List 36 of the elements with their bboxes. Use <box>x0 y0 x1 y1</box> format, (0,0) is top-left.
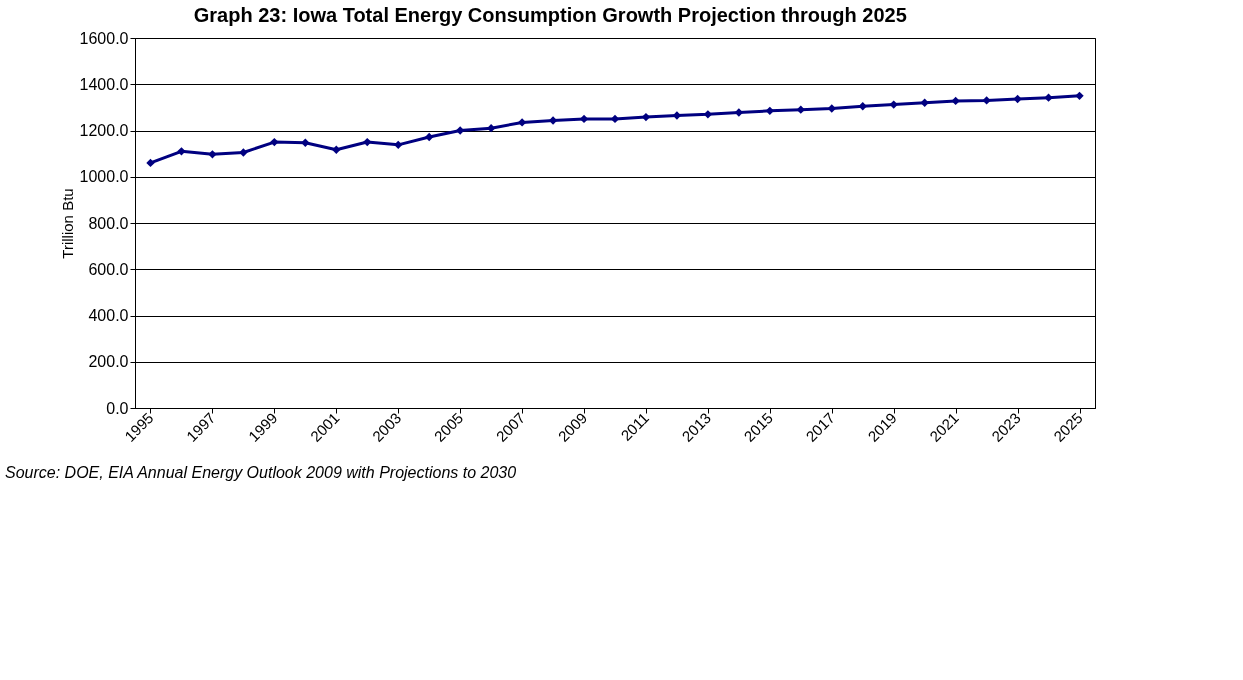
point <box>239 148 248 157</box>
y-tick-label: 1000.0 <box>79 168 129 186</box>
point <box>177 147 186 156</box>
point <box>827 104 836 113</box>
point <box>425 132 434 142</box>
y-tick-label: 1400.0 <box>79 75 129 93</box>
point <box>455 126 465 135</box>
point <box>672 111 682 120</box>
y-tick-label: 1600.0 <box>79 29 129 47</box>
y-tick-label: 800.0 <box>88 214 129 232</box>
point <box>208 150 217 159</box>
point <box>951 96 960 106</box>
point <box>920 98 929 107</box>
y-tick-label: 400.0 <box>88 307 129 324</box>
point <box>1044 93 1053 102</box>
point <box>548 116 558 125</box>
y-tick-label: 200.0 <box>88 353 129 371</box>
point <box>889 100 898 109</box>
chart-title: Graph 23: Iowa Total Energy Consumption Growth Projection through 2025 <box>193 3 907 26</box>
y-axis-title: Trillion Btu <box>58 188 76 259</box>
source-note: Source: DOE, EIA Annual Energy Outlook 2009 with Projections to 2030 <box>5 464 517 481</box>
y-tick-label: 600.0 <box>88 260 129 278</box>
point <box>301 138 310 147</box>
point <box>734 108 744 117</box>
point <box>146 158 155 168</box>
point <box>394 140 403 150</box>
point <box>1075 91 1084 100</box>
y-tick-label: 0.0 <box>106 399 129 417</box>
point <box>982 96 991 105</box>
point <box>363 137 372 147</box>
point <box>796 105 805 114</box>
point <box>517 118 527 127</box>
point <box>270 137 279 147</box>
y-tick-label: 1200.0 <box>79 122 129 139</box>
point <box>1013 94 1022 104</box>
point <box>332 145 341 154</box>
